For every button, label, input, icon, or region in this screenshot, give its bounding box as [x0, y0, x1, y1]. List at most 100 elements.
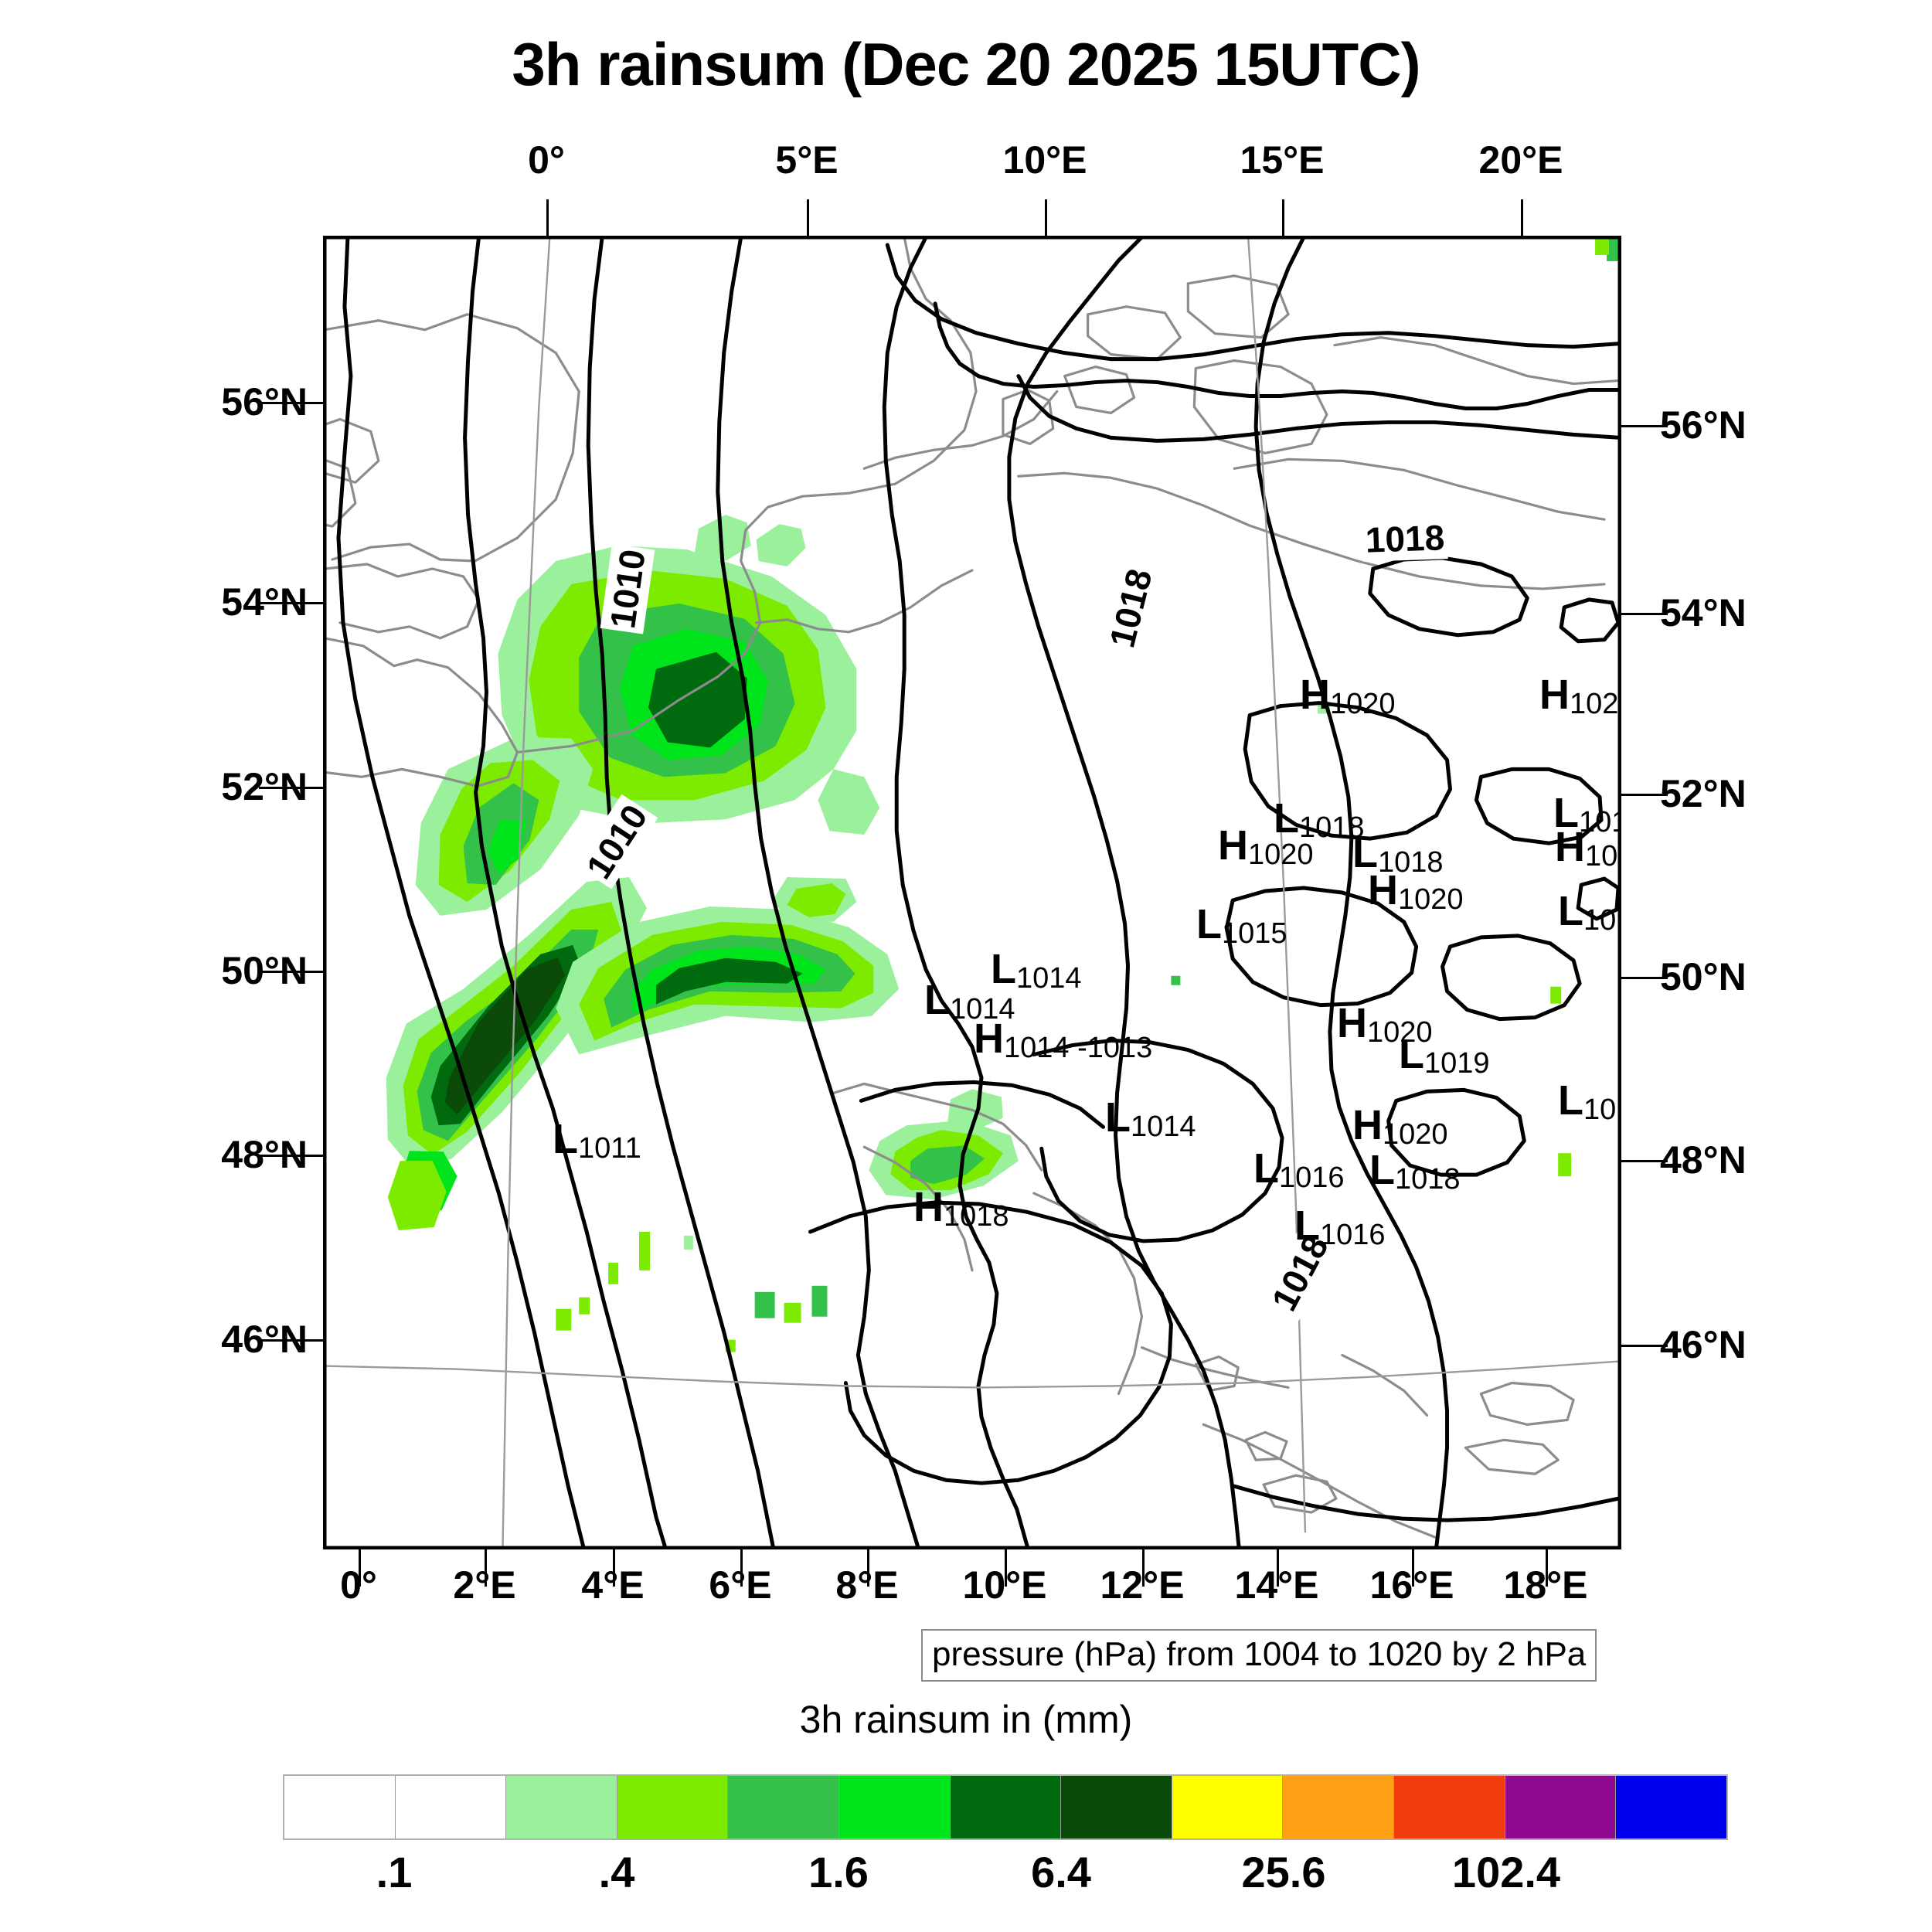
tick-bottom-2	[485, 1549, 487, 1587]
axis-right-label-5: 46°N	[1660, 1323, 1747, 1366]
tick-left-56	[259, 402, 323, 404]
marker-value: 1018	[1378, 846, 1444, 879]
marker-letter: L	[1399, 1031, 1424, 1077]
tick-bottom-10	[1005, 1549, 1007, 1587]
pressure-marker-l-22: L1016	[1294, 1205, 1386, 1250]
pressure-marker-h-0: H1020	[1300, 674, 1396, 719]
colorbar-cell-10[interactable]	[1394, 1776, 1505, 1838]
pressure-marker-h-12: H1020	[1337, 1002, 1433, 1047]
marker-letter: L	[1294, 1202, 1320, 1249]
tick-right-54	[1621, 613, 1668, 615]
marker-value: 1019	[1424, 1047, 1490, 1080]
colorbar-cell-0[interactable]	[284, 1776, 396, 1838]
colorbar-cell-8[interactable]	[1172, 1776, 1284, 1838]
marker-value: 1016	[1279, 1162, 1345, 1194]
pressure-marker-l-3: L1018	[1553, 792, 1620, 838]
pressure-marker-l-15: L1011	[553, 1118, 641, 1163]
marker-value: 1018	[1583, 904, 1620, 937]
tick-bottom-14	[1277, 1549, 1279, 1587]
marker-letter: L	[1274, 795, 1299, 842]
colorbar-tick-0: .1	[376, 1848, 413, 1896]
axis-top-label-4: 20°E	[1478, 138, 1563, 182]
marker-letter: L	[1105, 1094, 1131, 1141]
marker-value: 1020	[1570, 688, 1620, 720]
marker-value: 1014	[1016, 962, 1082, 995]
marker-value: 1011	[578, 1132, 641, 1165]
marker-value: 1018	[944, 1200, 1009, 1233]
marker-value: 1018	[1579, 806, 1620, 838]
tick-left-52	[259, 787, 323, 789]
map-border	[325, 237, 1620, 1548]
contour-label-1018-ne: 1018	[1361, 515, 1449, 562]
axis-top-label-3: 15°E	[1240, 138, 1325, 182]
marker-value: 1014	[1583, 1094, 1620, 1126]
marker-letter: L	[1558, 888, 1583, 934]
colorbar[interactable]	[283, 1774, 1728, 1840]
pressure-marker-l-16: L1014	[1105, 1097, 1196, 1141]
marker-letter: H	[1368, 867, 1398, 913]
marker-letter: H	[1352, 1102, 1383, 1148]
colorbar-tick-1: .4	[598, 1848, 635, 1896]
pressure-caption: pressure (hPa) from 1004 to 1020 by 2 hP…	[921, 1629, 1597, 1682]
axis-top-label-2: 10°E	[1002, 138, 1087, 182]
marker-letter: L	[991, 946, 1016, 992]
pressure-marker-h-1: H1020	[1539, 674, 1620, 720]
tick-right-56	[1621, 425, 1668, 427]
tick-top-15	[1282, 199, 1284, 236]
marker-value: 1018	[1299, 811, 1365, 844]
tick-left-48	[259, 1155, 323, 1157]
axis-right-label-0: 56°N	[1660, 403, 1747, 447]
pressure-marker-l-8: L1018	[1558, 888, 1620, 937]
marker-value: 1020	[1585, 840, 1620, 872]
colorbar-title: 3h rainsum in (mm)	[799, 1698, 1133, 1741]
marker-letter: H	[1337, 1000, 1367, 1046]
colorbar-cell-5[interactable]	[839, 1776, 951, 1838]
colorbar-cell-3[interactable]	[617, 1776, 729, 1838]
colorbar-tick-3: 6.4	[1031, 1848, 1091, 1896]
colorbar-cell-12[interactable]	[1616, 1776, 1726, 1838]
tick-bottom-18	[1546, 1549, 1548, 1587]
tick-right-50	[1621, 977, 1668, 979]
axis-top-label-0: 0°	[528, 138, 565, 182]
marker-letter: L	[1369, 1147, 1395, 1193]
axis-right-label-3: 50°N	[1660, 955, 1747, 998]
colorbar-cell-1[interactable]	[395, 1776, 507, 1838]
axis-right-label-4: 48°N	[1660, 1138, 1747, 1182]
pressure-marker-l-5: L1018	[1352, 832, 1444, 877]
marker-value: 1016	[1320, 1219, 1386, 1251]
marker-letter: H	[1555, 824, 1585, 870]
tick-top-5	[807, 199, 809, 236]
marker-value: 1020	[1248, 838, 1314, 871]
pressure-contour-layer	[336, 237, 1620, 1548]
tick-right-52	[1621, 794, 1668, 796]
tick-top-20	[1521, 199, 1523, 236]
tick-bottom-12	[1142, 1549, 1145, 1587]
marker-letter: H	[1300, 672, 1330, 718]
marker-letter: L	[1196, 901, 1222, 947]
pressure-marker-l-17: L1014	[1558, 1080, 1620, 1126]
map-canvas	[325, 237, 1620, 1548]
pressure-marker-l-9: L1015	[1196, 903, 1287, 948]
tick-bottom-0	[359, 1549, 361, 1587]
colorbar-cell-9[interactable]	[1283, 1776, 1395, 1838]
marker-value: 1018	[1395, 1163, 1461, 1196]
tick-bottom-8	[867, 1549, 869, 1587]
pressure-marker-l-2: L1018	[1274, 798, 1365, 842]
marker-value: 1020	[1398, 883, 1464, 916]
colorbar-labels: .1 .4 1.6 6.4 25.6 102.4	[283, 1847, 1728, 1909]
colorbar-cell-4[interactable]	[728, 1776, 840, 1838]
marker-letter: L	[924, 977, 950, 1023]
colorbar-cell-6[interactable]	[950, 1776, 1062, 1838]
pressure-marker-l-19: L1016	[1253, 1148, 1345, 1192]
colorbar-cell-7[interactable]	[1061, 1776, 1172, 1838]
marker-value: 1020	[1383, 1118, 1448, 1151]
axis-right-label-2: 52°N	[1660, 772, 1747, 815]
colorbar-tick-4: 25.6	[1241, 1848, 1326, 1896]
pressure-marker-h-13: H1014 -1013	[974, 1018, 1152, 1063]
colorbar-cell-2[interactable]	[506, 1776, 617, 1838]
marker-letter: L	[553, 1116, 578, 1162]
colorbar-cell-11[interactable]	[1505, 1776, 1617, 1838]
pressure-marker-l-14: L1019	[1399, 1033, 1490, 1078]
marker-letter: H	[913, 1184, 944, 1230]
weather-map[interactable]: 1010 1010 1018 1018 1018 H1020 H1020 L10…	[323, 236, 1621, 1549]
